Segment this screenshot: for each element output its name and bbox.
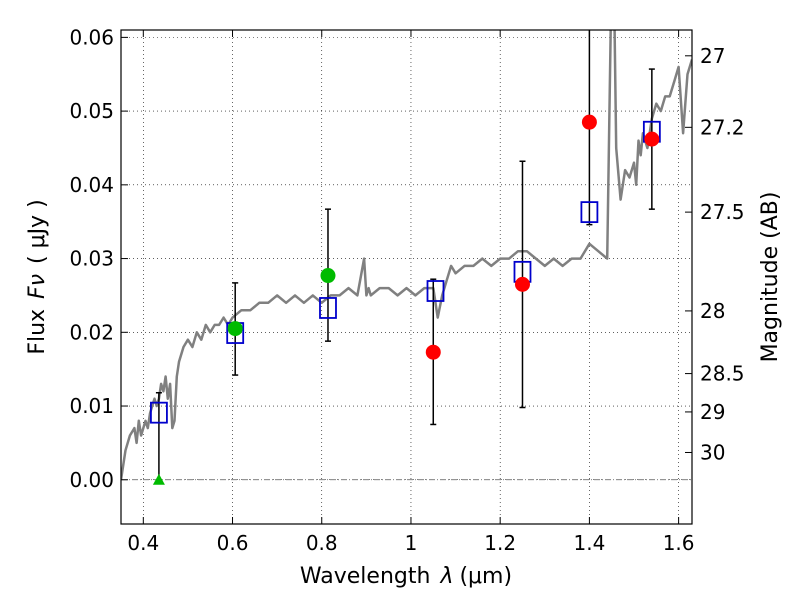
model-photometry-square [319, 297, 337, 319]
x-tick-label: 1.2 [484, 531, 516, 555]
y2-tick-label: 30 [700, 440, 725, 464]
x-tick-label: 1.4 [573, 531, 605, 555]
right-axis-label: Magnitude (AB) [758, 192, 783, 363]
x-axis-label: Wavelength λ (μm) [300, 564, 512, 589]
axis-tick-labels: 0.4 0.6 0.8 1 1.2 1.4 1.6 0.00 0.01 0.02 0.03 0.04 0… [69, 25, 744, 555]
x-tick-label: 1 [405, 531, 418, 555]
x-tick-label: 0.8 [306, 531, 338, 555]
axis-ticks [121, 30, 692, 524]
red-data-point [425, 344, 441, 360]
red-data-point [644, 131, 660, 147]
y2-tick-label: 29 [700, 400, 725, 424]
y2-tick-label: 27.5 [700, 200, 745, 224]
red-data-point [514, 276, 530, 292]
y2-tick-label: 27 [700, 44, 725, 68]
upper-limit-triangle [152, 473, 165, 485]
y-tick-label: 0.02 [69, 320, 114, 344]
green-data-point [320, 268, 336, 284]
y-tick-label: 0.03 [69, 247, 114, 271]
model-photometry-square [150, 401, 168, 424]
y-axis-label: FluxFν( μJy ) [25, 199, 50, 354]
model-spectrum-line [121, 30, 692, 480]
y2-tick-label: 27.2 [700, 115, 745, 139]
y-tick-label: 0.06 [69, 25, 114, 49]
x-tick-label: 0.6 [217, 531, 249, 555]
y2-tick-label: 28 [700, 299, 725, 323]
plot-frame [120, 29, 693, 525]
grid-lines [121, 30, 692, 524]
green-data-point [227, 321, 243, 337]
y-tick-label: 0.05 [69, 99, 114, 123]
y-tick-label: 0.01 [69, 394, 114, 418]
y-tick-label: 0.04 [69, 173, 114, 197]
red-data-point [581, 114, 597, 130]
model-photometry-square [580, 201, 599, 224]
y2-tick-label: 28.5 [700, 362, 745, 386]
x-tick-label: 0.4 [127, 531, 159, 555]
model-photometry-square [426, 280, 445, 302]
plot-area [121, 30, 692, 485]
x-tick-label: 1.6 [663, 531, 695, 555]
y-tick-label: 0.00 [69, 468, 114, 492]
